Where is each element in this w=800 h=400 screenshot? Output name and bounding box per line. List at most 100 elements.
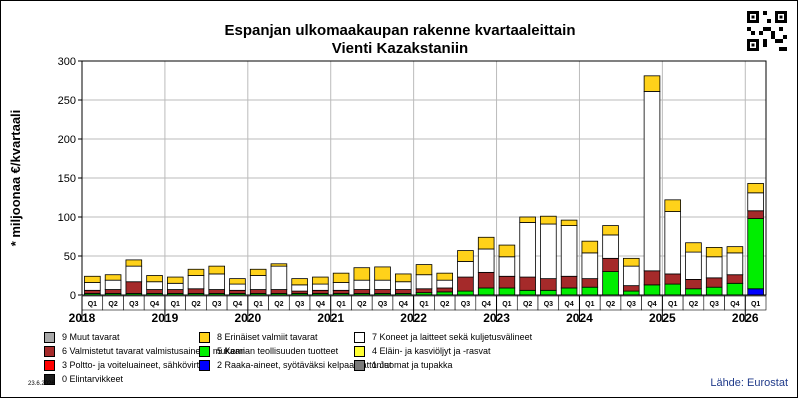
legend-item: 9 Muut tavarat <box>44 330 120 344</box>
bar-segment <box>705 256 723 279</box>
bar-segment <box>519 276 536 291</box>
quarter-label: Q2 <box>108 301 117 308</box>
bar-segment <box>187 288 205 294</box>
bar-segment <box>643 75 661 92</box>
bar-segment <box>685 278 702 290</box>
chart-subtitle: Vienti Kazakstaniin <box>331 40 469 57</box>
bar-segment <box>540 215 557 225</box>
quarter-label: Q1 <box>419 301 428 308</box>
bar-segment <box>643 91 661 272</box>
bar-segment <box>498 244 516 258</box>
quarter-label: Q3 <box>627 301 636 308</box>
bar-segment <box>415 274 433 290</box>
quarter-label: Q1 <box>502 301 511 308</box>
bar-segment <box>208 265 226 275</box>
bar-segment <box>477 271 495 289</box>
bar-segment <box>540 223 557 280</box>
legend-item: 2 Raaka-aineet, syötäväksi kelpaamattoma… <box>199 358 392 372</box>
bar-segment <box>602 225 619 236</box>
bar-segment <box>747 192 764 212</box>
bar-segment <box>643 284 661 296</box>
bar-segment <box>540 289 557 296</box>
legend-label: 9 Muut tavarat <box>62 332 120 342</box>
bar-segment <box>436 287 454 293</box>
bar-segment <box>166 276 184 284</box>
bar-segment <box>84 282 101 291</box>
bar-segment <box>394 281 412 290</box>
bar-segment <box>229 283 246 291</box>
quarter-label: Q1 <box>668 301 677 308</box>
bar-segment <box>747 218 764 290</box>
quarter-label: Q4 <box>482 301 491 308</box>
quarter-label: Q1 <box>88 301 97 308</box>
legend-item: 8 Erinäiset valmiit tavarat <box>199 330 318 344</box>
y-tick-label: 300 <box>58 56 76 68</box>
bar-segment <box>312 283 329 291</box>
bar-segment <box>477 248 495 273</box>
bar-segment <box>664 273 682 285</box>
year-label: 2020 <box>234 311 261 325</box>
bar-segment <box>747 183 764 194</box>
bar-segment <box>312 289 329 294</box>
bar-segment <box>187 268 205 276</box>
quarter-label: Q2 <box>357 301 366 308</box>
bar-segment <box>498 256 516 277</box>
bar-segment <box>705 286 723 296</box>
quarter-label: Q2 <box>689 301 698 308</box>
legend-item: 6 Valmistetut tavarat valmistusaineen mu… <box>44 344 245 358</box>
bar-segment <box>519 289 536 296</box>
bar-segment <box>146 281 163 290</box>
bar-segment <box>104 289 122 294</box>
legend-swatch <box>354 331 365 343</box>
bar-segment <box>726 246 744 254</box>
bar-segment <box>249 289 267 294</box>
y-tick-label: 200 <box>58 134 76 146</box>
bar-segment <box>685 251 702 280</box>
bar-segment <box>581 252 599 280</box>
year-label: 2018 <box>69 311 96 325</box>
bar-segment <box>291 278 308 286</box>
bar-segment <box>84 275 101 283</box>
bar-segment <box>415 264 433 276</box>
quarter-label: Q3 <box>710 301 719 308</box>
y-tick-label: 100 <box>58 212 76 224</box>
bar-segment <box>498 287 516 296</box>
bar-segment <box>374 279 391 290</box>
legend-swatch <box>44 345 55 357</box>
legend-label: 6 Valmistetut tavarat valmistusaineen mu… <box>62 346 245 356</box>
bar-segment <box>270 265 288 290</box>
quarter-label: Q2 <box>523 301 532 308</box>
bar-segment <box>394 289 412 294</box>
y-tick-label: 150 <box>58 173 76 185</box>
bar-segment <box>457 261 474 278</box>
quarter-label: Q2 <box>191 301 200 308</box>
bar-segment <box>622 290 640 296</box>
bar-segment <box>685 242 702 253</box>
bar-segment <box>560 275 578 289</box>
bar-segment <box>685 288 702 296</box>
quarter-label: Q2 <box>440 301 449 308</box>
bar-segment <box>560 225 578 277</box>
quarter-label: Q4 <box>730 301 739 308</box>
bar-segment <box>208 273 226 290</box>
bar-segment <box>436 272 454 281</box>
bar-segment <box>394 273 412 283</box>
quarter-label: Q1 <box>751 301 760 308</box>
quarter-label: Q3 <box>129 301 138 308</box>
bar-segment <box>270 289 288 294</box>
bar-segment <box>332 282 350 291</box>
quarter-label: Q1 <box>254 301 263 308</box>
quarter-label: Q3 <box>461 301 470 308</box>
bar-segment <box>602 271 619 296</box>
bar-segment <box>166 282 184 290</box>
bar-segment <box>457 250 474 262</box>
bar-segment <box>353 289 371 294</box>
quarter-label: Q3 <box>295 301 304 308</box>
bar-segment <box>581 286 599 296</box>
bar-segment <box>705 277 723 288</box>
bar-segment <box>747 288 764 296</box>
bar-segment <box>622 265 640 287</box>
qr-code-icon <box>747 11 787 51</box>
legend-item: 4 Eläin- ja kasviöljyt ja -rasvat <box>354 344 491 358</box>
bar-segment <box>560 287 578 296</box>
